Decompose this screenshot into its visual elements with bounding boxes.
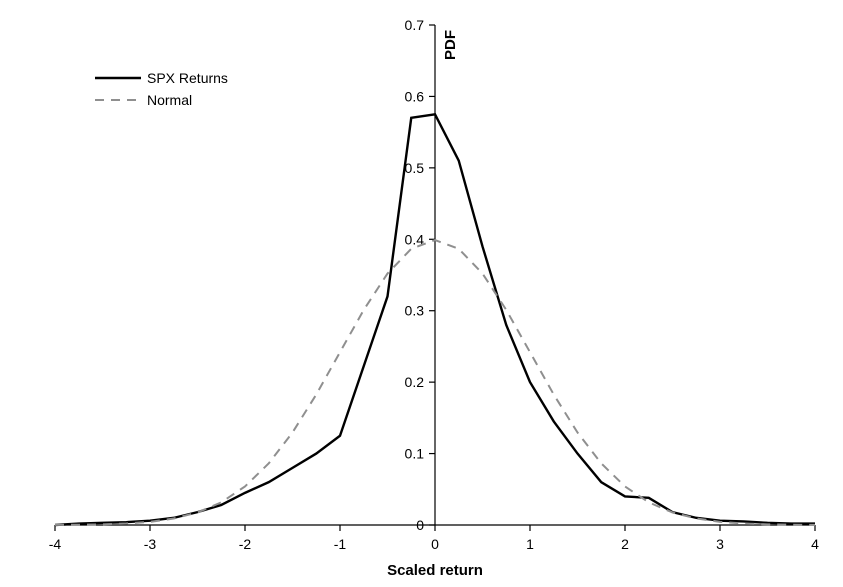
x-axis-title: Scaled return bbox=[387, 562, 483, 579]
y-tick-label: 0.2 bbox=[405, 374, 425, 390]
y-tick-label: 0.7 bbox=[405, 17, 425, 33]
x-tick-label: -4 bbox=[49, 536, 62, 552]
y-tick-label: 0 bbox=[416, 517, 424, 533]
y-tick-label: 0.6 bbox=[405, 88, 425, 104]
legend-label: SPX Returns bbox=[147, 70, 228, 86]
x-tick-label: 1 bbox=[526, 536, 534, 552]
y-tick-label: 0.5 bbox=[405, 160, 425, 176]
y-axis-title: PDF bbox=[442, 30, 459, 60]
pdf-chart: -4-3-2-10123400.10.20.30.40.50.60.7 Scal… bbox=[0, 0, 843, 587]
x-tick-label: 3 bbox=[716, 536, 724, 552]
x-tick-label: 0 bbox=[431, 536, 439, 552]
legend-label: Normal bbox=[147, 92, 192, 108]
y-tick-label: 0.1 bbox=[405, 446, 425, 462]
x-tick-label: -1 bbox=[334, 536, 347, 552]
legend: SPX Returns Normal bbox=[95, 70, 228, 108]
x-tick-label: -3 bbox=[144, 536, 157, 552]
x-tick-label: -2 bbox=[239, 536, 252, 552]
x-tick-label: 4 bbox=[811, 536, 819, 552]
x-tick-label: 2 bbox=[621, 536, 629, 552]
chart-svg: -4-3-2-10123400.10.20.30.40.50.60.7 Scal… bbox=[0, 0, 843, 587]
y-tick-label: 0.3 bbox=[405, 303, 425, 319]
